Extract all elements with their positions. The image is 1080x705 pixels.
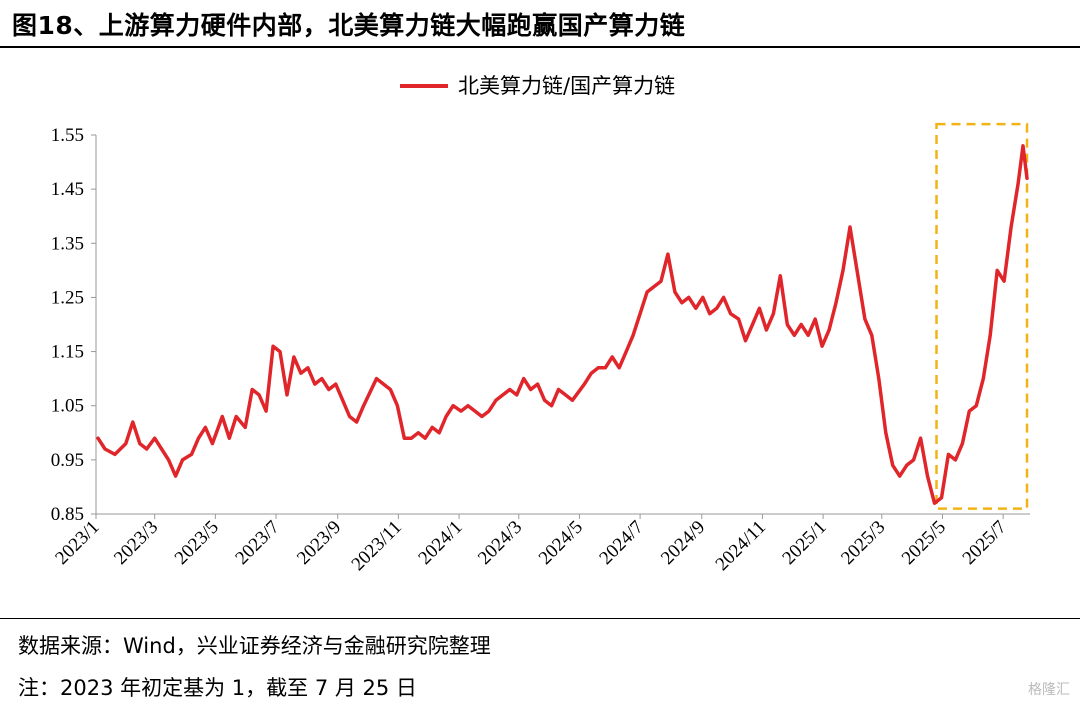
y-tick-label: 1.15	[51, 342, 84, 363]
top-rule	[0, 46, 1080, 48]
y-tick-label: 1.55	[51, 125, 84, 146]
y-tick-label: 0.85	[51, 504, 84, 525]
x-tick-label: 2024/3	[474, 517, 526, 569]
chart-title: 图18、上游算力硬件内部，北美算力链大幅跑赢国产算力链	[12, 11, 686, 40]
x-tick-label: 2023/11	[348, 517, 406, 575]
x-tick-label: 2024/5	[535, 517, 587, 569]
x-tick-label: 2025/7	[959, 517, 1011, 569]
x-tick-label: 2023/3	[110, 517, 162, 569]
x-tick-label: 2024/1	[414, 517, 466, 569]
y-tick-label: 1.45	[51, 179, 84, 200]
legend-label: 北美算力链/国产算力链	[458, 74, 675, 98]
x-tick-label: 2025/5	[898, 517, 950, 569]
x-tick-label: 2023/9	[293, 517, 345, 569]
bottom-rule	[0, 618, 1080, 619]
x-tick-label: 2024/7	[595, 517, 647, 569]
x-tick-label: 2025/3	[837, 517, 889, 569]
y-tick-label: 1.25	[51, 287, 84, 308]
y-tick-label: 0.95	[51, 450, 84, 471]
watermark: 格隆汇	[1028, 682, 1070, 698]
series-line	[96, 144, 1029, 505]
x-tick-label: 2023/5	[171, 517, 223, 569]
x-tick-label: 2023/7	[231, 517, 283, 569]
y-tick-label: 1.35	[51, 233, 84, 254]
y-tick-label: 1.05	[51, 396, 84, 417]
x-tick-label: 2024/11	[712, 517, 770, 575]
source-note: 数据来源：Wind，兴业证券经济与金融研究院整理	[18, 634, 491, 658]
x-tick-label: 2024/9	[657, 517, 709, 569]
x-tick-label: 2025/1	[778, 517, 830, 569]
footnote: 注：2023 年初定基为 1，截至 7 月 25 日	[18, 676, 417, 700]
highlight-box	[935, 122, 1029, 510]
